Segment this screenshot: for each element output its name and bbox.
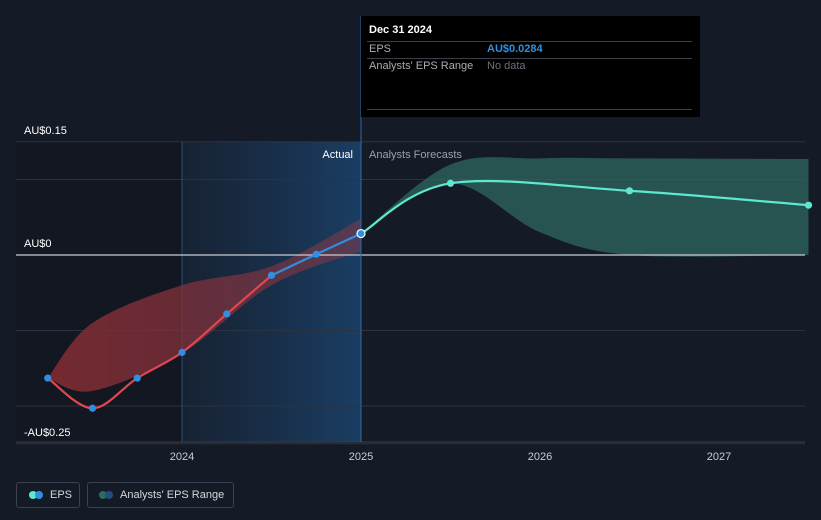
eps-forecast-point	[804, 201, 813, 209]
eps-actual-point	[178, 348, 186, 356]
eps-actual-point	[88, 404, 97, 412]
actual-range-band	[47, 218, 362, 392]
eps-actual-point	[312, 250, 320, 258]
forecast-label: Analysts Forecasts	[369, 149, 462, 161]
eps-actual-point	[223, 310, 231, 318]
x-tick-label: 2026	[528, 451, 552, 463]
y-axis-label: -AU$0.25	[24, 427, 70, 439]
eps-actual-point	[356, 228, 366, 239]
y-axis-label: AU$0.15	[24, 125, 67, 137]
tooltip-eps-row: EPS AU$0.0284	[369, 43, 543, 55]
x-tick-label: 2027	[707, 451, 731, 463]
tooltip-range-row: Analysts' EPS Range No data	[369, 60, 526, 72]
forecast-range-band	[361, 157, 809, 257]
eps-forecast-point	[446, 179, 455, 187]
legend-eps[interactable]: EPS	[16, 482, 80, 508]
range-legend-icon	[99, 491, 113, 499]
legend-range-label: Analysts' EPS Range	[120, 489, 225, 501]
eps-forecast-point	[625, 187, 634, 195]
tooltip-eps-value: AU$0.0284	[487, 43, 543, 55]
tooltip-date: Dec 31 2024	[369, 24, 432, 36]
eps-actual-point	[133, 374, 141, 382]
legend-range[interactable]: Analysts' EPS Range	[87, 482, 234, 508]
past-shade	[16, 142, 182, 442]
eps-actual-line-negative	[47, 274, 273, 410]
tooltip-range-value: No data	[487, 60, 526, 72]
actual-label: Actual	[322, 149, 353, 161]
tooltip-eps-label: EPS	[369, 43, 392, 55]
eps-legend-icon	[29, 491, 43, 499]
tooltip: Dec 31 2024 EPS AU$0.0284 Analysts' EPS …	[361, 16, 700, 117]
legend-eps-label: EPS	[50, 489, 73, 501]
y-axis-label: AU$0	[24, 238, 52, 250]
eps-forecast-line	[360, 179, 809, 235]
eps-actual-point	[267, 271, 276, 279]
tooltip-range-label: Analysts' EPS Range	[369, 60, 474, 72]
x-tick-label: 2025	[349, 451, 373, 463]
eps-actual-point	[44, 374, 52, 382]
x-tick-label: 2024	[170, 451, 194, 463]
